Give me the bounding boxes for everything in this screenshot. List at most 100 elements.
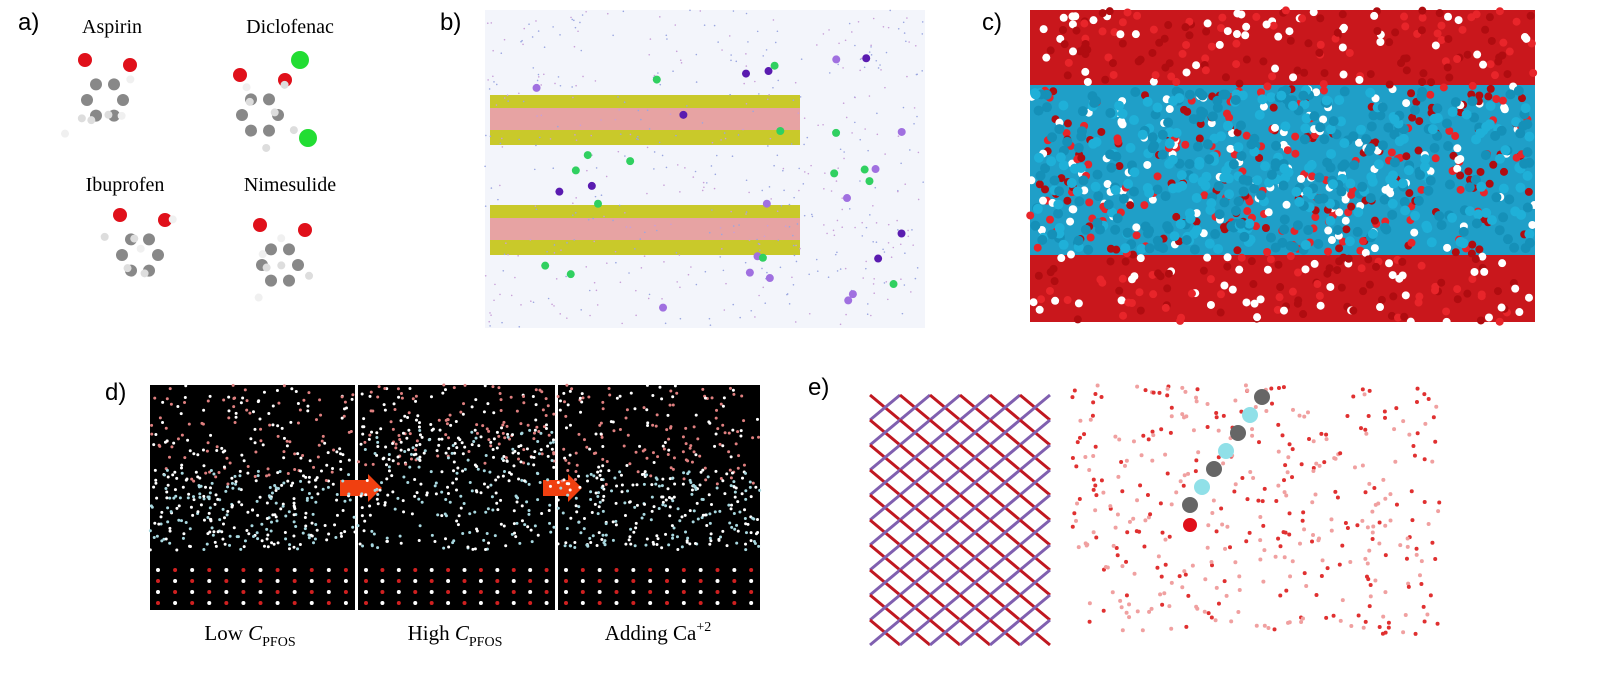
water — [1033, 243, 1042, 252]
water — [1149, 77, 1158, 86]
water — [758, 294, 760, 297]
water — [607, 387, 611, 391]
chain-atom — [205, 542, 209, 546]
surface-atom — [749, 601, 754, 605]
chain-atom — [228, 543, 232, 547]
lipid-bead — [1214, 209, 1225, 220]
chain-atom — [409, 452, 413, 456]
atom — [1206, 461, 1222, 477]
water — [467, 449, 471, 453]
water — [758, 93, 760, 95]
water — [1194, 458, 1199, 463]
surface-atom — [413, 579, 418, 583]
surface-atom — [413, 590, 418, 594]
water — [1063, 71, 1072, 80]
chain-atom — [758, 488, 762, 492]
water — [665, 34, 668, 37]
chain-atom — [506, 435, 510, 439]
chain-atom — [401, 499, 405, 503]
lipid-bead — [1249, 183, 1260, 194]
water — [739, 434, 743, 438]
water — [1370, 509, 1375, 514]
lipid-bead — [1083, 244, 1094, 255]
chain-atom — [482, 469, 486, 473]
surface-atom — [732, 590, 737, 594]
lipid-bead — [1188, 114, 1199, 125]
water — [1117, 296, 1126, 305]
water — [499, 398, 503, 402]
chain-atom — [258, 495, 262, 499]
lipid-bead — [1169, 231, 1180, 242]
chain-atom — [614, 519, 618, 523]
water — [1320, 69, 1329, 78]
water — [285, 444, 289, 448]
chain-atom — [633, 505, 637, 509]
water — [1130, 272, 1139, 281]
water — [1515, 308, 1524, 317]
lipid-bead — [1073, 235, 1084, 246]
chain-atom — [207, 511, 211, 515]
water — [404, 462, 408, 466]
ion — [830, 169, 839, 178]
ion — [626, 157, 635, 166]
water — [501, 423, 505, 427]
atom — [245, 124, 257, 137]
water — [658, 141, 661, 144]
water — [1181, 23, 1190, 32]
chain-atom — [299, 479, 303, 483]
water — [441, 391, 445, 395]
water — [1165, 471, 1170, 476]
water — [436, 454, 440, 458]
water — [1415, 431, 1420, 436]
water — [1247, 257, 1256, 266]
lipid-bead — [1409, 105, 1420, 116]
water — [574, 477, 578, 481]
water — [350, 397, 354, 401]
water — [1407, 238, 1416, 247]
water — [877, 67, 880, 69]
chain-atom — [296, 547, 300, 551]
water — [196, 453, 200, 457]
water — [555, 278, 558, 280]
surface-atom — [732, 579, 737, 583]
water — [577, 432, 581, 436]
lipid-bead — [1163, 117, 1174, 128]
water — [242, 459, 246, 463]
water — [743, 82, 745, 85]
chain-atom — [455, 488, 459, 492]
lipid-bead — [1078, 175, 1089, 186]
water — [500, 52, 503, 55]
water — [797, 112, 800, 114]
lipid-bead — [1177, 180, 1188, 191]
lipid-bead — [1123, 178, 1134, 189]
water — [209, 433, 213, 437]
chain-atom — [688, 509, 692, 513]
water — [671, 395, 675, 399]
water — [841, 208, 844, 211]
water — [839, 323, 842, 326]
chain-atom — [175, 548, 179, 552]
water — [1094, 535, 1099, 540]
water — [872, 283, 875, 285]
water — [522, 401, 526, 405]
water — [875, 222, 878, 224]
bond — [1019, 568, 1051, 597]
water — [1388, 518, 1393, 523]
water — [490, 22, 493, 24]
water — [815, 258, 818, 261]
water — [399, 392, 403, 396]
chain-atom — [292, 501, 296, 505]
atom — [283, 243, 295, 256]
water — [1381, 185, 1390, 194]
bond — [929, 393, 961, 422]
lipid-bead — [1091, 137, 1102, 148]
water — [463, 383, 467, 387]
surface-atom — [715, 568, 720, 572]
water — [208, 394, 212, 398]
water — [1250, 299, 1259, 308]
water — [298, 408, 302, 412]
chain-atom — [265, 537, 269, 541]
water — [646, 109, 649, 112]
water — [651, 394, 655, 398]
water — [271, 423, 275, 427]
